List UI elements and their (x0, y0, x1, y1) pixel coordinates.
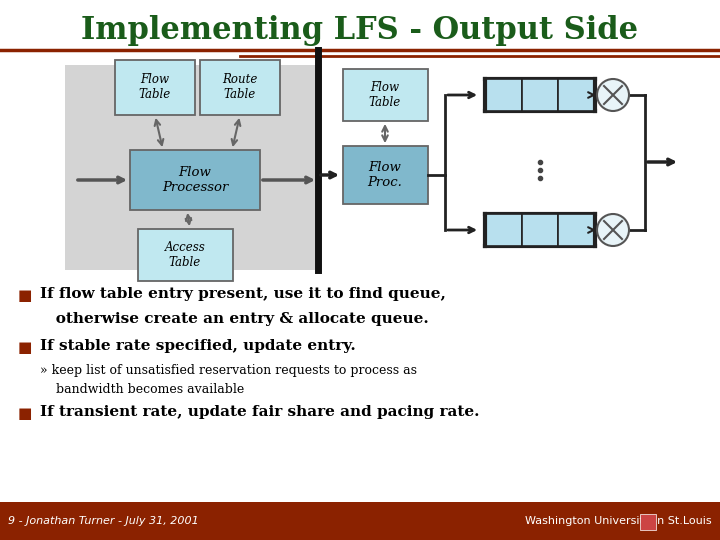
Circle shape (597, 214, 629, 246)
Bar (343, 69, 428, 121)
Bar (558, 214, 595, 246)
Bar (130, 150, 260, 210)
Bar (343, 146, 428, 204)
Text: Washington University in St.Louis: Washington University in St.Louis (526, 516, 712, 526)
Bar (558, 79, 595, 111)
Text: Flow
Processor: Flow Processor (162, 166, 228, 194)
Text: Flow
Proc.: Flow Proc. (368, 161, 402, 189)
Bar (522, 79, 558, 111)
Text: ■: ■ (18, 288, 32, 303)
Text: Flow
Table: Flow Table (369, 81, 401, 109)
Bar (640, 514, 656, 530)
Bar (485, 214, 522, 246)
Text: If flow table entry present, use it to find queue,: If flow table entry present, use it to f… (40, 287, 446, 301)
Bar (0, 502, 720, 540)
Text: Access
Table: Access Table (165, 241, 205, 269)
Text: If stable rate specified, update entry.: If stable rate specified, update entry. (40, 339, 356, 353)
Text: » keep list of unsatisfied reservation requests to process as: » keep list of unsatisfied reservation r… (40, 364, 417, 377)
Bar (522, 214, 558, 246)
Bar (138, 229, 233, 281)
Text: otherwise create an entry & allocate queue.: otherwise create an entry & allocate que… (40, 312, 428, 326)
Text: ■: ■ (18, 340, 32, 355)
Bar (200, 59, 280, 114)
Text: Route
Table: Route Table (222, 73, 258, 101)
Bar (115, 59, 195, 114)
Text: bandwidth becomes available: bandwidth becomes available (40, 383, 244, 396)
Circle shape (597, 79, 629, 111)
Text: If transient rate, update fair share and pacing rate.: If transient rate, update fair share and… (40, 405, 480, 419)
Text: Implementing LFS - Output Side: Implementing LFS - Output Side (81, 15, 639, 45)
Bar (65, 65, 315, 270)
Bar (485, 79, 522, 111)
Text: ■: ■ (18, 406, 32, 421)
Text: Flow
Table: Flow Table (139, 73, 171, 101)
Text: 9 - Jonathan Turner - July 31, 2001: 9 - Jonathan Turner - July 31, 2001 (8, 516, 199, 526)
